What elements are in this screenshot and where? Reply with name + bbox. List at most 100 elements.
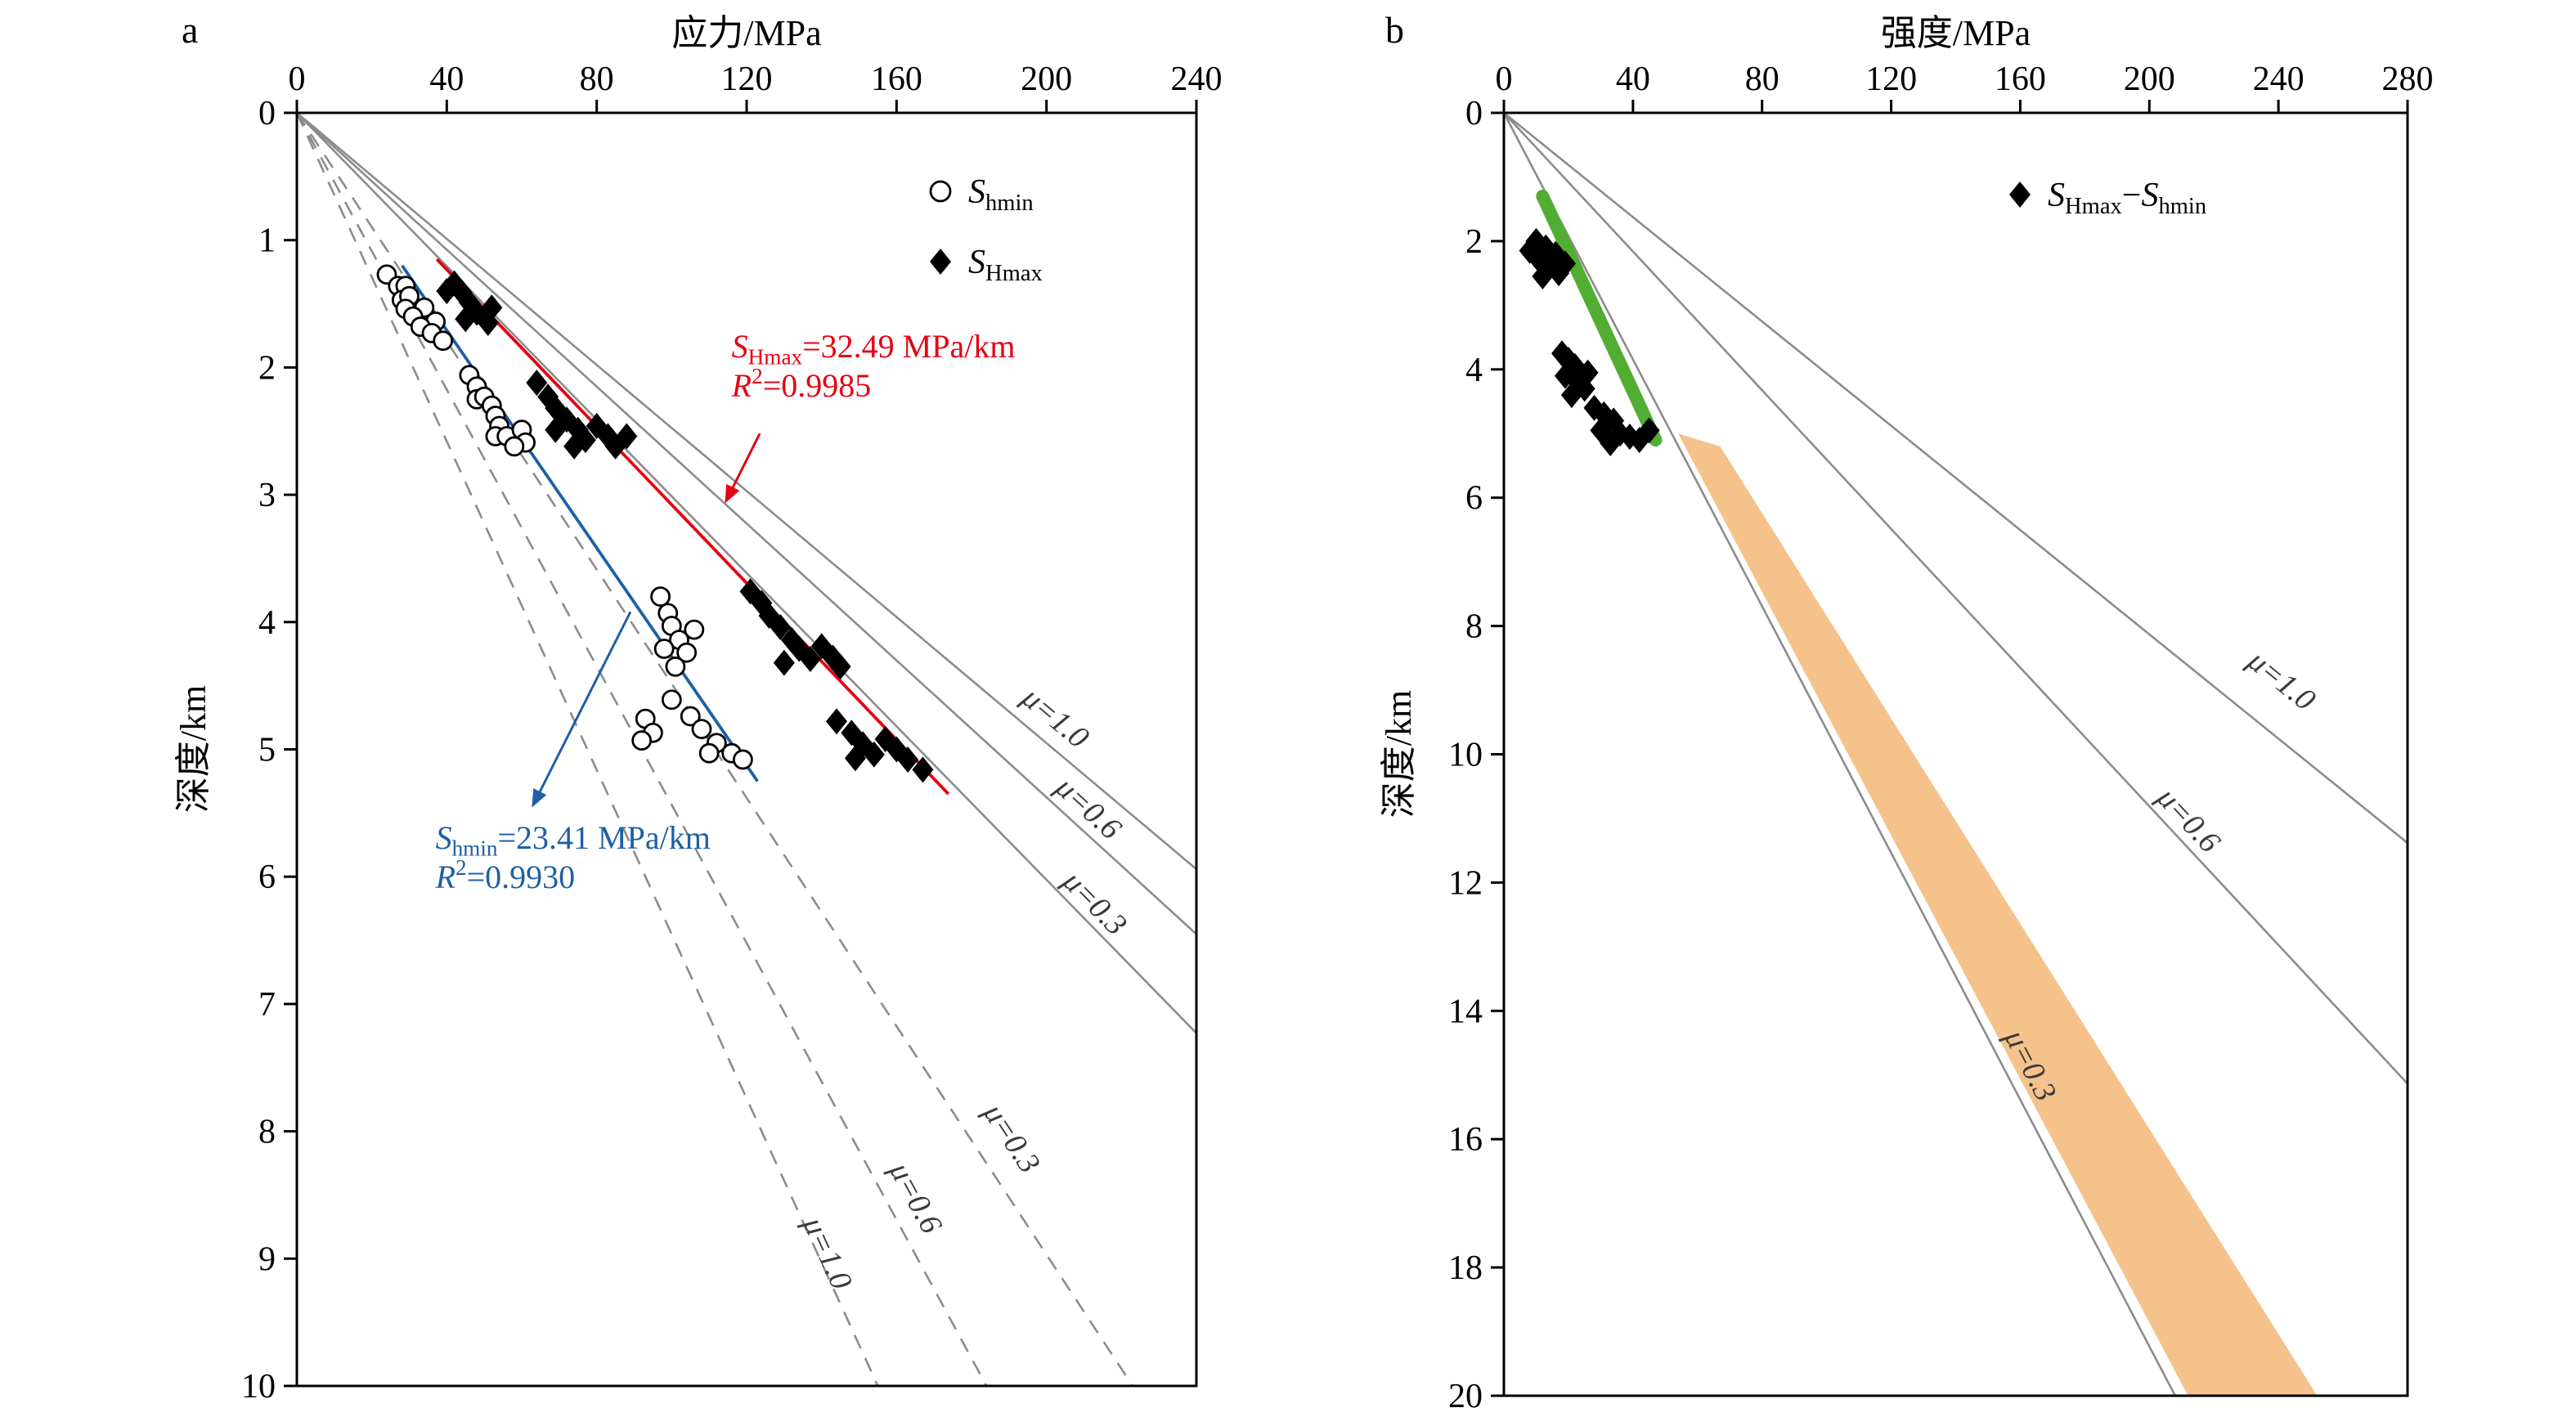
mu-label: μ=1.0: [2241, 643, 2322, 717]
panel-b-x-axis-title: 强度/MPa: [1880, 13, 2031, 53]
x-tick-label: 0: [1496, 61, 1513, 98]
y-tick-label: 18: [1448, 1249, 1483, 1287]
y-tick-label: 10: [1448, 737, 1483, 774]
x-tick-label: 0: [289, 61, 306, 98]
y-tick-label: 1: [258, 222, 276, 260]
y-tick-label: 3: [258, 477, 276, 514]
y-tick-label: 0: [258, 95, 276, 132]
data-point-circle: [691, 719, 712, 739]
shmin-fit-line: [401, 264, 759, 782]
y-tick-label: 12: [1448, 864, 1483, 902]
y-tick-label: 16: [1448, 1121, 1483, 1159]
green-trend-line: [1536, 189, 1663, 447]
data-point-diamond: [563, 433, 586, 460]
data-point-circle: [661, 689, 682, 711]
data-point-circle: [650, 586, 671, 608]
y-tick-label: 2: [1465, 223, 1483, 261]
shmin-gradient-label-line1: Shmin=23.41 MPa/km: [436, 819, 711, 861]
data-point-diamond: [1554, 250, 1576, 277]
shmax-gradient-label-arrow: [725, 433, 761, 504]
panel-b-frame: [1502, 111, 2409, 1397]
data-point-circle: [433, 330, 454, 352]
data-point-circle: [680, 706, 701, 727]
x-tick-label: 160: [871, 61, 922, 98]
y-tick-label: 7: [258, 986, 276, 1024]
data-point-diamond: [526, 370, 548, 397]
data-point-circle: [631, 730, 653, 751]
data-point-diamond: [826, 708, 847, 735]
x-tick-label: 80: [1745, 61, 1779, 98]
data-point-diamond: [455, 306, 477, 333]
shmax-gradient-label-line2: R2=0.9985: [731, 364, 872, 404]
x-tick-label: 80: [580, 61, 614, 98]
data-point-diamond: [1600, 430, 1622, 457]
shmax-fit-line: [435, 258, 950, 796]
data-point-diamond: [1560, 382, 1582, 409]
x-tick-label: 200: [2124, 61, 2175, 98]
shmin-points: [376, 264, 753, 770]
mu-label: μ=0.6: [882, 1156, 949, 1240]
friction-line-dashed-mu1: [295, 112, 879, 1387]
x-tick-label: 280: [2382, 61, 2434, 98]
data-point-diamond: [436, 277, 458, 304]
shmin-gradient-label-arrow: [532, 611, 632, 808]
y-tick-label: 6: [258, 859, 276, 896]
legend-label: SHmax: [968, 244, 1043, 286]
x-tick-label: 120: [721, 61, 773, 98]
friction-line-solid-mu0.6: [1503, 112, 2408, 1085]
data-point-circle: [733, 749, 753, 770]
panel-a-plot: μ=1.0μ=0.6μ=0.3μ=0.3μ=0.6μ=1.0SHmax=32.4…: [241, 61, 1223, 1406]
mu-label: μ=1.0: [1015, 679, 1095, 755]
orange-band: [1678, 433, 2318, 1396]
data-point-diamond: [829, 653, 851, 680]
panel-b-legend: SHmax−Shmin: [2009, 177, 2206, 219]
y-tick-label: 20: [1448, 1378, 1483, 1408]
panel-a-label: a: [182, 9, 199, 51]
data-point-diamond: [545, 416, 567, 443]
y-tick-label: 8: [258, 1114, 276, 1151]
legend-diamond-marker: [930, 249, 951, 275]
y-tick-label: 2: [258, 349, 276, 387]
x-tick-label: 40: [1616, 61, 1650, 98]
friction-line-solid-mu0.3: [296, 112, 1197, 1034]
data-point-diamond: [799, 645, 821, 672]
shmax-points: [436, 270, 934, 783]
panel-a-x-axis-title: 应力/MPa: [671, 13, 822, 53]
y-tick-label: 9: [258, 1240, 276, 1278]
x-tick-label: 240: [1171, 61, 1223, 98]
y-tick-label: 6: [1465, 480, 1483, 518]
data-point-circle: [684, 619, 705, 640]
y-tick-label: 5: [258, 732, 276, 769]
data-point-diamond: [912, 756, 934, 783]
data-point-diamond: [616, 423, 638, 450]
x-tick-label: 40: [429, 61, 464, 98]
y-tick-label: 0: [1465, 95, 1483, 132]
data-point-circle: [698, 742, 720, 764]
y-tick-label: 4: [1465, 352, 1483, 389]
data-point-diamond: [1577, 359, 1599, 386]
data-point-diamond: [773, 649, 795, 676]
y-tick-label: 10: [241, 1368, 276, 1406]
legend-circle-marker: [929, 180, 952, 203]
data-point-circle: [676, 642, 698, 663]
data-point-circle: [665, 656, 686, 677]
data-point-diamond: [1593, 401, 1615, 428]
friction-line-solid-mu0.6: [296, 112, 1197, 935]
data-point-diamond: [863, 741, 885, 768]
x-tick-label: 120: [1865, 61, 1917, 98]
data-point-circle: [504, 436, 525, 457]
mu-label: μ=0.3: [976, 1096, 1047, 1179]
data-point-circle: [653, 639, 675, 659]
y-tick-label: 14: [1448, 993, 1483, 1030]
x-tick-label: 200: [1021, 61, 1072, 98]
data-point-diamond: [481, 294, 503, 321]
data-point-diamond: [1519, 237, 1541, 264]
data-point-diamond: [1532, 263, 1554, 290]
legend-label: Shmin: [968, 173, 1034, 216]
shmax-gradient-label-line1: SHmax=32.49 MPa/km: [732, 328, 1016, 370]
friction-line-solid-mu1: [296, 112, 1197, 870]
x-tick-label: 160: [1995, 61, 2046, 98]
data-point-diamond: [770, 614, 792, 641]
friction-line-solid-mu0.3: [1502, 112, 2177, 1397]
